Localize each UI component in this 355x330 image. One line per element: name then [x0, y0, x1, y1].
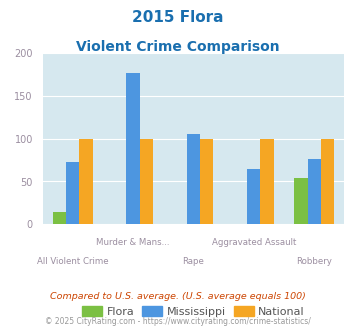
Bar: [307, 159, 321, 224]
Bar: [140, 139, 153, 224]
Bar: [321, 139, 334, 224]
Text: Aggravated Assault: Aggravated Assault: [212, 238, 296, 247]
Bar: [261, 139, 274, 224]
Legend: Flora, Mississippi, National: Flora, Mississippi, National: [78, 302, 309, 322]
Bar: [53, 212, 66, 224]
Text: 2015 Flora: 2015 Flora: [132, 10, 223, 25]
Bar: [187, 134, 200, 224]
Bar: [247, 169, 261, 224]
Text: Rape: Rape: [182, 257, 204, 266]
Text: Robbery: Robbery: [296, 257, 332, 266]
Bar: [126, 73, 140, 224]
Text: Compared to U.S. average. (U.S. average equals 100): Compared to U.S. average. (U.S. average …: [50, 292, 305, 301]
Bar: [66, 162, 80, 224]
Bar: [80, 139, 93, 224]
Text: All Violent Crime: All Violent Crime: [37, 257, 109, 266]
Text: © 2025 CityRating.com - https://www.cityrating.com/crime-statistics/: © 2025 CityRating.com - https://www.city…: [45, 317, 310, 326]
Bar: [294, 178, 307, 224]
Text: Violent Crime Comparison: Violent Crime Comparison: [76, 40, 279, 53]
Text: Murder & Mans...: Murder & Mans...: [96, 238, 170, 247]
Bar: [200, 139, 213, 224]
